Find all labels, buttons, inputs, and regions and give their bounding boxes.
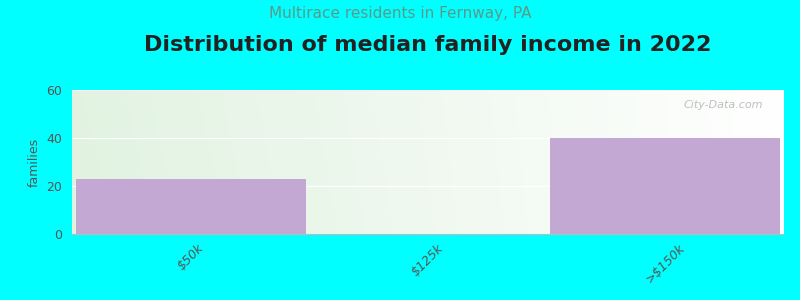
Text: City-Data.com: City-Data.com — [683, 100, 762, 110]
Y-axis label: families: families — [28, 137, 41, 187]
Title: Distribution of median family income in 2022: Distribution of median family income in … — [144, 35, 712, 55]
Bar — [550, 138, 781, 234]
Text: Multirace residents in Fernway, PA: Multirace residents in Fernway, PA — [269, 6, 531, 21]
Bar — [75, 179, 306, 234]
